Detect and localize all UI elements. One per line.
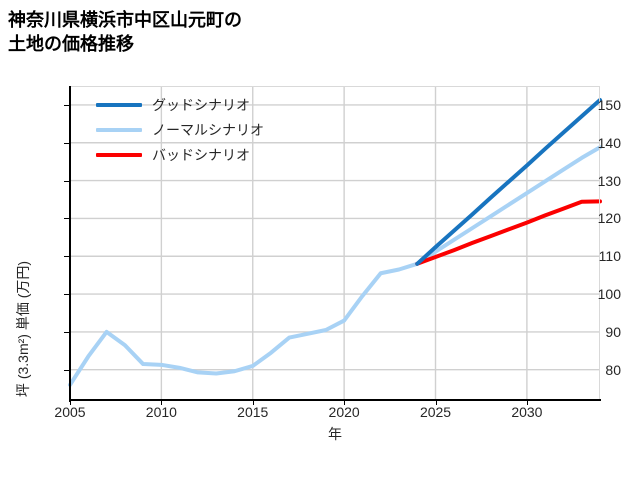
y-tick-mark bbox=[64, 142, 70, 144]
y-tick-label: 150 bbox=[597, 96, 621, 113]
legend-label-good-scenario: グッドシナリオ bbox=[152, 96, 250, 113]
plot-area bbox=[68, 86, 602, 400]
legend-item-good-scenario[interactable]: グッドシナリオ bbox=[96, 92, 316, 117]
legend-label-normal-scenario: ノーマルシナリオ bbox=[152, 121, 264, 138]
chart-figure: 神奈川県横浜市中区山元町の 土地の価格推移 80 90 100 110 120 130 14… bbox=[4, 10, 621, 442]
y-tick-mark bbox=[64, 256, 70, 258]
legend-label-bad-scenario: バッドシナリオ bbox=[152, 146, 250, 163]
x-tick-mark bbox=[70, 400, 71, 405]
y-tick-mark bbox=[64, 369, 70, 371]
x-tick-mark bbox=[435, 400, 437, 405]
x-tick-mark bbox=[344, 400, 346, 405]
y-tick-label: 120 bbox=[597, 210, 621, 227]
y-tick-label: 90 bbox=[605, 323, 621, 340]
horizontal-gridlines bbox=[70, 104, 600, 371]
plot-border-top bbox=[70, 86, 600, 87]
y-tick-mark bbox=[64, 218, 70, 220]
y-tick-label: 140 bbox=[597, 134, 621, 151]
x-axis-spine bbox=[69, 399, 601, 401]
chart-title: 神奈川県横浜市中区山元町の 土地の価格推移 bbox=[8, 10, 242, 55]
y-axis-spine bbox=[69, 86, 71, 402]
y-axis-label-wrap: 坪 (3.3m²) 単価 (万円) bbox=[4, 86, 31, 400]
line-normal-scenario bbox=[68, 145, 602, 387]
line-bad-scenario bbox=[415, 199, 602, 266]
y-axis-label: 坪 (3.3m²) 単価 (万円) bbox=[15, 260, 31, 398]
x-tick-label: 2020 bbox=[328, 404, 360, 420]
plot-border-right bbox=[599, 86, 600, 400]
x-tick-label: 2025 bbox=[419, 404, 452, 420]
y-tick-label: 100 bbox=[597, 286, 621, 303]
x-tick-label: 2030 bbox=[511, 404, 543, 420]
x-tick-mark bbox=[252, 400, 254, 405]
x-tick-mark bbox=[161, 400, 163, 405]
x-tick-label: 2015 bbox=[237, 404, 269, 420]
y-tick-mark bbox=[64, 294, 70, 296]
line-good-scenario bbox=[415, 98, 602, 266]
x-tick-label: 2010 bbox=[145, 404, 177, 420]
y-tick-label: 80 bbox=[605, 361, 621, 378]
legend-swatch-normal-scenario bbox=[96, 127, 142, 132]
legend-item-bad-scenario[interactable]: バッドシナリオ bbox=[96, 142, 316, 167]
y-tick-label: 110 bbox=[598, 248, 621, 265]
x-tick-label: 2005 bbox=[54, 404, 86, 420]
y-tick-mark bbox=[64, 104, 70, 106]
legend-swatch-good-scenario bbox=[96, 102, 142, 107]
x-axis-label: 年 bbox=[328, 426, 342, 442]
legend-item-normal-scenario[interactable]: ノーマルシナリオ bbox=[96, 117, 316, 142]
y-tick-label: 130 bbox=[597, 172, 621, 189]
y-tick-mark bbox=[64, 331, 70, 333]
y-tick-mark bbox=[64, 180, 70, 182]
x-tick-mark bbox=[526, 400, 528, 405]
chart-legend: グッドシナリオ ノーマルシナリオ バッドシナリオ bbox=[96, 92, 316, 167]
legend-swatch-bad-scenario bbox=[96, 152, 142, 157]
